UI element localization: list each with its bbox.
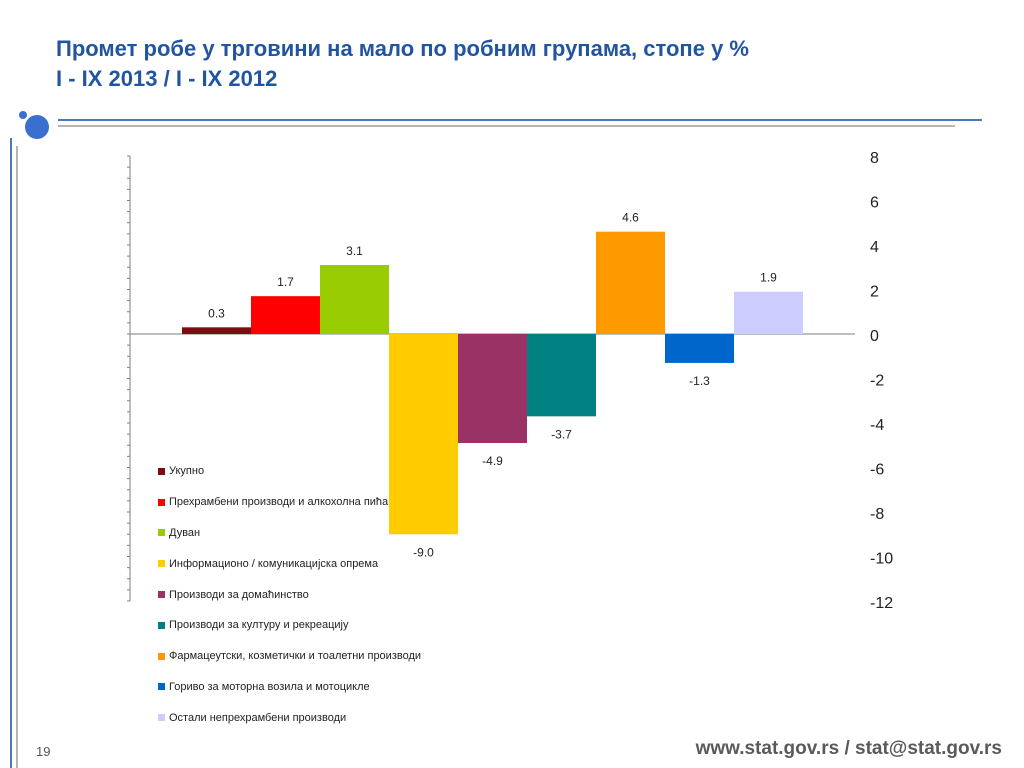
title-line-1: Промет робе у трговини на мало по робним… (56, 36, 749, 61)
bar (182, 327, 251, 334)
legend-swatch (158, 683, 165, 691)
footer-contact: www.stat.gov.rs / stat@stat.gov.rs (695, 738, 1002, 759)
legend-item: Укупно (158, 456, 421, 487)
y-tick-label: -6 (870, 462, 884, 479)
page-number: 19 (36, 744, 51, 759)
y-tick-label: -12 (870, 595, 893, 612)
legend-label: Производи за културу и рекреацију (169, 619, 349, 632)
bar (458, 334, 527, 444)
bar (596, 231, 665, 334)
data-label: 1.9 (760, 271, 777, 285)
y-tick-label: 6 (870, 195, 879, 212)
y-tick-label: 8 (870, 150, 879, 167)
y-tick-label: -2 (870, 373, 884, 390)
bar (389, 334, 458, 535)
y-tick-label: 2 (870, 284, 879, 301)
legend-item: Прехрамбени производи и алкохолна пића (158, 487, 421, 518)
legend-swatch (158, 529, 165, 537)
bar (251, 296, 320, 334)
legend-item: Производи за домаћинство (158, 579, 421, 610)
legend-swatch (158, 652, 165, 660)
legend-label: Прехрамбени производи и алкохолна пића (169, 496, 389, 509)
legend-swatch (158, 467, 165, 475)
bar (527, 334, 596, 417)
legend-swatch (158, 621, 165, 629)
legend-item: Фармацеутски, козметички и тоалетни прои… (158, 641, 421, 672)
bar (665, 334, 734, 363)
bar (734, 291, 803, 334)
data-label: 3.1 (346, 244, 363, 258)
y-tick-label: 0 (870, 328, 879, 345)
data-label: -9.0 (413, 545, 434, 559)
title-line-2: I - IX 2013 / I - IX 2012 (56, 66, 278, 91)
legend-item: Гориво за моторна возила и мотоцикле (158, 672, 421, 703)
legend-label: Укупно (169, 465, 205, 478)
legend-item: Остали непрехрамбени производи (158, 702, 421, 733)
legend-item: Информационо / комуникацијска опрема (158, 548, 421, 579)
legend-item: Дуван (158, 518, 421, 549)
legend-item: Производи за културу и рекреацију (158, 610, 421, 641)
legend-swatch (158, 714, 165, 722)
legend-label: Остали непрехрамбени производи (169, 711, 347, 724)
y-tick-label: -8 (870, 506, 884, 523)
legend-label: Фармацеутски, козметички и тоалетни прои… (169, 650, 422, 663)
legend-label: Информационо / комуникацијска опрема (169, 557, 379, 570)
data-label: -4.9 (482, 454, 503, 468)
legend-swatch (158, 560, 165, 568)
bar (320, 265, 389, 334)
y-tick-label: -4 (870, 417, 884, 434)
y-tick-label: -10 (870, 551, 893, 568)
data-label: -1.3 (689, 374, 710, 388)
legend-label: Производи за домаћинство (169, 588, 309, 601)
legend-label: Дуван (169, 526, 201, 539)
chart-legend: Укупно Прехрамбени производи и алкохолна … (158, 456, 421, 733)
slide-title: Промет робе у трговини на мало по робним… (56, 34, 749, 94)
data-label: 4.6 (622, 211, 639, 225)
data-label: 1.7 (277, 275, 294, 289)
legend-label: Гориво за моторна возила и мотоцикле (169, 680, 370, 693)
legend-swatch (158, 498, 165, 506)
y-tick-label: 4 (870, 239, 879, 256)
data-label: -3.7 (551, 427, 572, 441)
legend-swatch (158, 591, 165, 599)
data-label: 0.3 (208, 306, 225, 320)
